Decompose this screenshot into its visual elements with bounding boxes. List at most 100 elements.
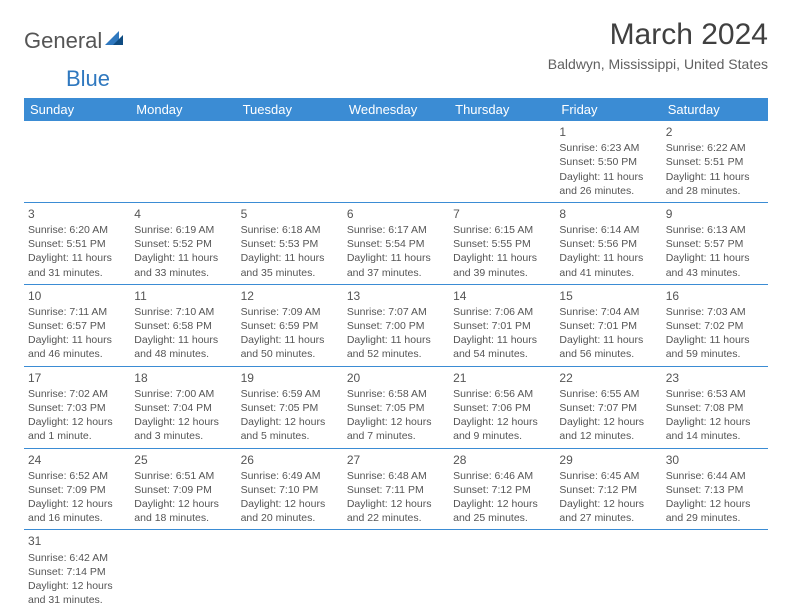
cell-line-dl1: Daylight: 12 hours bbox=[666, 415, 764, 429]
cell-line-dl1: Daylight: 11 hours bbox=[241, 333, 339, 347]
cell-line-sr: Sunrise: 7:07 AM bbox=[347, 305, 445, 319]
cell-line-sr: Sunrise: 7:10 AM bbox=[134, 305, 232, 319]
cell-line-ss: Sunset: 7:12 PM bbox=[453, 483, 551, 497]
cell-line-ss: Sunset: 7:10 PM bbox=[241, 483, 339, 497]
calendar-cell: 4Sunrise: 6:19 AMSunset: 5:52 PMDaylight… bbox=[130, 202, 236, 284]
cell-line-dl2: and 43 minutes. bbox=[666, 266, 764, 280]
calendar-cell bbox=[449, 530, 555, 611]
cell-line-sr: Sunrise: 6:55 AM bbox=[559, 387, 657, 401]
cell-line-dl2: and 56 minutes. bbox=[559, 347, 657, 361]
calendar-cell: 27Sunrise: 6:48 AMSunset: 7:11 PMDayligh… bbox=[343, 448, 449, 530]
cell-line-sr: Sunrise: 7:02 AM bbox=[28, 387, 126, 401]
calendar-cell: 1Sunrise: 6:23 AMSunset: 5:50 PMDaylight… bbox=[555, 121, 661, 202]
day-number: 11 bbox=[134, 288, 232, 304]
cell-line-dl2: and 28 minutes. bbox=[666, 184, 764, 198]
cell-line-dl2: and 7 minutes. bbox=[347, 429, 445, 443]
cell-line-dl1: Daylight: 12 hours bbox=[453, 497, 551, 511]
cell-line-dl2: and 59 minutes. bbox=[666, 347, 764, 361]
cell-line-sr: Sunrise: 7:09 AM bbox=[241, 305, 339, 319]
calendar-cell: 7Sunrise: 6:15 AMSunset: 5:55 PMDaylight… bbox=[449, 202, 555, 284]
calendar-week: 17Sunrise: 7:02 AMSunset: 7:03 PMDayligh… bbox=[24, 366, 768, 448]
cell-line-dl2: and 1 minute. bbox=[28, 429, 126, 443]
calendar-cell bbox=[343, 530, 449, 611]
calendar-cell: 29Sunrise: 6:45 AMSunset: 7:12 PMDayligh… bbox=[555, 448, 661, 530]
calendar-cell bbox=[555, 530, 661, 611]
cell-line-dl2: and 37 minutes. bbox=[347, 266, 445, 280]
cell-line-dl1: Daylight: 12 hours bbox=[559, 497, 657, 511]
cell-line-ss: Sunset: 7:07 PM bbox=[559, 401, 657, 415]
day-number: 1 bbox=[559, 124, 657, 140]
cell-line-ss: Sunset: 7:02 PM bbox=[666, 319, 764, 333]
calendar-cell: 15Sunrise: 7:04 AMSunset: 7:01 PMDayligh… bbox=[555, 284, 661, 366]
day-number: 14 bbox=[453, 288, 551, 304]
day-number: 6 bbox=[347, 206, 445, 222]
day-number: 2 bbox=[666, 124, 764, 140]
cell-line-ss: Sunset: 7:05 PM bbox=[241, 401, 339, 415]
cell-line-sr: Sunrise: 6:58 AM bbox=[347, 387, 445, 401]
cell-line-dl1: Daylight: 12 hours bbox=[241, 415, 339, 429]
cell-line-dl2: and 22 minutes. bbox=[347, 511, 445, 525]
day-number: 3 bbox=[28, 206, 126, 222]
cell-line-ss: Sunset: 6:59 PM bbox=[241, 319, 339, 333]
day-number: 27 bbox=[347, 452, 445, 468]
cell-line-ss: Sunset: 7:09 PM bbox=[28, 483, 126, 497]
calendar-cell: 24Sunrise: 6:52 AMSunset: 7:09 PMDayligh… bbox=[24, 448, 130, 530]
cell-line-ss: Sunset: 7:00 PM bbox=[347, 319, 445, 333]
calendar-cell: 9Sunrise: 6:13 AMSunset: 5:57 PMDaylight… bbox=[662, 202, 768, 284]
day-number: 18 bbox=[134, 370, 232, 386]
cell-line-dl2: and 52 minutes. bbox=[347, 347, 445, 361]
cell-line-dl1: Daylight: 11 hours bbox=[666, 333, 764, 347]
cell-line-sr: Sunrise: 6:20 AM bbox=[28, 223, 126, 237]
calendar-body: 1Sunrise: 6:23 AMSunset: 5:50 PM Daylight… bbox=[24, 121, 768, 611]
cell-line-ss: Sunset: 5:57 PM bbox=[666, 237, 764, 251]
day-number: 16 bbox=[666, 288, 764, 304]
cell-line-dl2: and 35 minutes. bbox=[241, 266, 339, 280]
day-number: 8 bbox=[559, 206, 657, 222]
cell-line-dl2: and 5 minutes. bbox=[241, 429, 339, 443]
cell-line-dl1: Daylight: 12 hours bbox=[28, 497, 126, 511]
calendar-cell: 13Sunrise: 7:07 AMSunset: 7:00 PMDayligh… bbox=[343, 284, 449, 366]
calendar-cell: 11Sunrise: 7:10 AMSunset: 6:58 PMDayligh… bbox=[130, 284, 236, 366]
calendar-cell: 25Sunrise: 6:51 AMSunset: 7:09 PMDayligh… bbox=[130, 448, 236, 530]
day-number: 13 bbox=[347, 288, 445, 304]
day-number: 10 bbox=[28, 288, 126, 304]
calendar-week: 24Sunrise: 6:52 AMSunset: 7:09 PMDayligh… bbox=[24, 448, 768, 530]
calendar-table: SundayMondayTuesdayWednesdayThursdayFrid… bbox=[24, 98, 768, 611]
day-number: 20 bbox=[347, 370, 445, 386]
cell-line-sr: Sunrise: 6:17 AM bbox=[347, 223, 445, 237]
cell-line-dl1: Daylight: 11 hours bbox=[559, 251, 657, 265]
day-number: 5 bbox=[241, 206, 339, 222]
calendar-cell: 28Sunrise: 6:46 AMSunset: 7:12 PMDayligh… bbox=[449, 448, 555, 530]
cell-line-dl2: and 29 minutes. bbox=[666, 511, 764, 525]
cell-line-dl2: and 41 minutes. bbox=[559, 266, 657, 280]
cell-line-dl1: Daylight: 12 hours bbox=[134, 497, 232, 511]
day-header: Saturday bbox=[662, 98, 768, 121]
cell-line-sr: Sunrise: 7:04 AM bbox=[559, 305, 657, 319]
cell-line-sr: Sunrise: 6:15 AM bbox=[453, 223, 551, 237]
cell-line-sr: Sunrise: 7:11 AM bbox=[28, 305, 126, 319]
cell-line-ss: Sunset: 7:03 PM bbox=[28, 401, 126, 415]
day-number: 12 bbox=[241, 288, 339, 304]
calendar-cell: 3Sunrise: 6:20 AMSunset: 5:51 PMDaylight… bbox=[24, 202, 130, 284]
day-number: 21 bbox=[453, 370, 551, 386]
cell-line-sr: Sunrise: 6:51 AM bbox=[134, 469, 232, 483]
calendar-cell: 2Sunrise: 6:22 AMSunset: 5:51 PMDaylight… bbox=[662, 121, 768, 202]
cell-line-sr: Sunrise: 6:48 AM bbox=[347, 469, 445, 483]
cell-line-dl2: and 26 minutes. bbox=[559, 184, 657, 198]
cell-line-ss: Sunset: 7:12 PM bbox=[559, 483, 657, 497]
cell-line-dl1: Daylight: 12 hours bbox=[347, 415, 445, 429]
cell-line-sr: Sunrise: 6:23 AM bbox=[559, 141, 657, 155]
calendar-cell: 26Sunrise: 6:49 AMSunset: 7:10 PMDayligh… bbox=[237, 448, 343, 530]
cell-line-ss: Sunset: 5:52 PM bbox=[134, 237, 232, 251]
cell-line-sr: Sunrise: 6:18 AM bbox=[241, 223, 339, 237]
cell-line-ss: Sunset: 5:54 PM bbox=[347, 237, 445, 251]
day-number: 25 bbox=[134, 452, 232, 468]
calendar-cell: 12Sunrise: 7:09 AMSunset: 6:59 PMDayligh… bbox=[237, 284, 343, 366]
cell-line-ss: Sunset: 5:50 PM bbox=[559, 155, 657, 169]
calendar-cell: 30Sunrise: 6:44 AMSunset: 7:13 PMDayligh… bbox=[662, 448, 768, 530]
cell-line-dl2: and 14 minutes. bbox=[666, 429, 764, 443]
cell-line-sr: Sunrise: 6:42 AM bbox=[28, 551, 126, 565]
logo-text-general: General bbox=[24, 28, 102, 54]
cell-line-ss: Sunset: 7:13 PM bbox=[666, 483, 764, 497]
month-title: March 2024 bbox=[548, 18, 768, 52]
